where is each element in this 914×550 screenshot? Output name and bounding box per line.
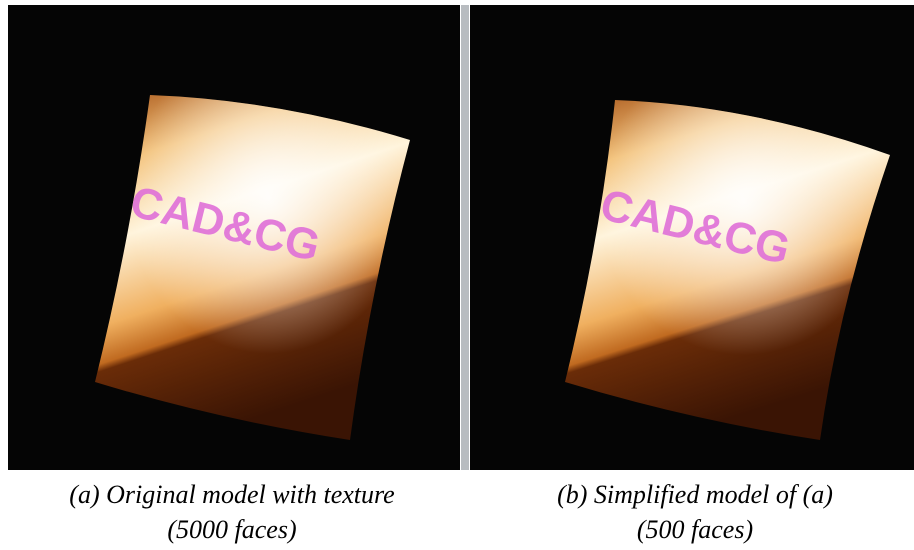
figure: CAD&CG CAD&CG (a) Original model with te… bbox=[0, 0, 914, 550]
caption: (b) Simplified model of (a) bbox=[557, 480, 833, 509]
caption: (500 faces) bbox=[637, 515, 753, 544]
caption: (5000 faces) bbox=[167, 515, 296, 544]
divider bbox=[461, 5, 469, 470]
caption: (a) Original model with texture bbox=[69, 480, 394, 509]
